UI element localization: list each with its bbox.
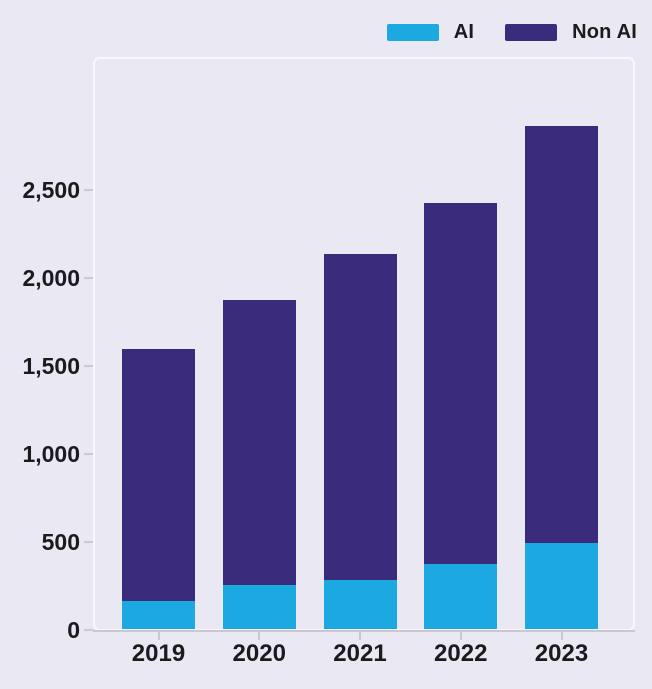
y-tick-mark-1500 xyxy=(84,365,93,367)
bar-2023 xyxy=(525,125,598,629)
y-tick-mark-500 xyxy=(84,541,93,543)
x-tick-label-2023: 2023 xyxy=(534,640,589,667)
x-tick-label-2022: 2022 xyxy=(434,640,488,667)
bar-2019-segment-nonai xyxy=(122,349,195,601)
bar-2021 xyxy=(323,254,397,629)
y-tick-label-2000: 2,000 xyxy=(22,265,80,291)
plot-area xyxy=(93,57,635,631)
x-tick-label-2020: 2020 xyxy=(232,640,286,667)
legend-item-nonai: Non AI xyxy=(505,21,637,44)
y-tick-label-1000: 1,000 xyxy=(22,441,80,467)
y-tick-label-500: 500 xyxy=(41,529,80,555)
legend-label-ai: AI xyxy=(453,21,475,43)
y-tick-label-1500: 1,500 xyxy=(22,353,80,379)
y-tick-label-2500: 2,500 xyxy=(22,177,80,203)
y-tick-mark-2500 xyxy=(84,189,93,191)
bar-2023-segment-nonai xyxy=(525,125,598,543)
bar-2019-segment-ai xyxy=(122,600,195,629)
legend-item-ai: AI xyxy=(386,21,475,44)
bar-2022 xyxy=(424,203,498,629)
bar-2021-segment-nonai xyxy=(323,254,397,580)
y-tick-mark-2000 xyxy=(84,277,93,279)
x-tick-label-2019: 2019 xyxy=(131,640,186,667)
x-tick-mark-2023 xyxy=(560,632,563,640)
y-tick-label-0: 0 xyxy=(67,617,80,643)
bar-2022-segment-ai xyxy=(424,563,498,629)
bar-2020-segment-ai xyxy=(222,585,296,629)
legend-swatch-ai-icon xyxy=(386,24,439,41)
x-tick-mark-2019 xyxy=(157,632,160,640)
x-axis-line xyxy=(93,630,635,632)
x-tick-mark-2022 xyxy=(459,632,462,640)
legend-swatch-nonai-icon xyxy=(505,24,558,41)
bar-2021-segment-ai xyxy=(323,579,397,629)
x-tick-label-2021: 2021 xyxy=(333,640,387,667)
bar-2020-segment-nonai xyxy=(222,299,296,585)
bar-2020 xyxy=(222,299,296,629)
legend-label-nonai: Non AI xyxy=(572,21,637,43)
bar-2022-segment-nonai xyxy=(424,203,498,564)
bar-2019 xyxy=(122,349,195,629)
chart-legend: AI Non AI xyxy=(386,21,637,44)
y-tick-mark-1000 xyxy=(84,453,93,455)
x-tick-mark-2021 xyxy=(359,632,361,640)
y-tick-mark-0 xyxy=(84,629,93,631)
bar-2023-segment-ai xyxy=(525,542,598,629)
x-tick-mark-2020 xyxy=(258,632,261,640)
